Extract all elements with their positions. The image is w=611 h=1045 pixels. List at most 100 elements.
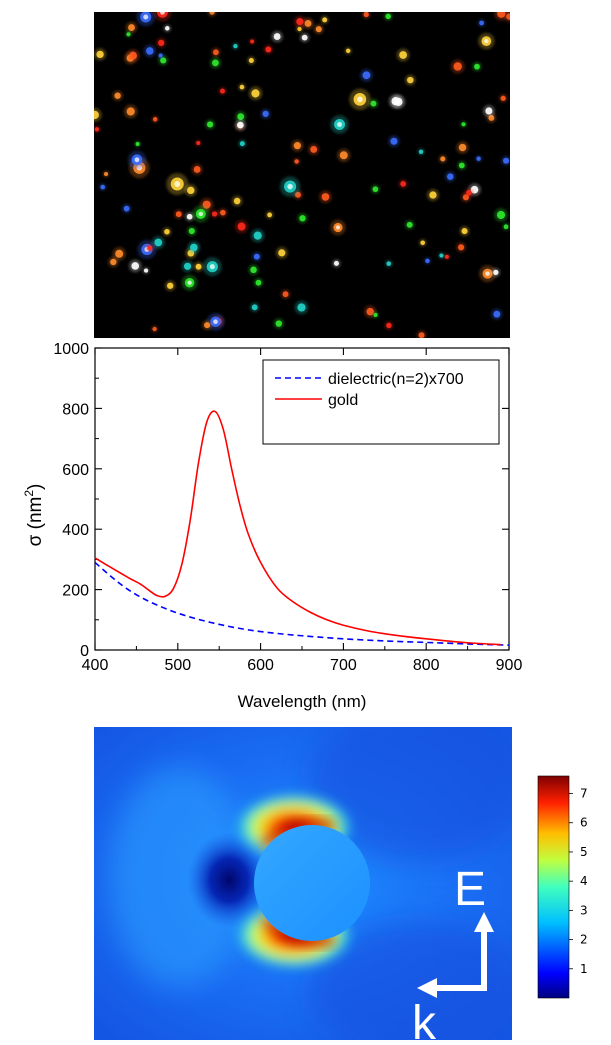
particle xyxy=(294,159,299,164)
particle xyxy=(237,113,245,120)
particle-core xyxy=(174,181,181,187)
particle xyxy=(282,291,289,298)
particle xyxy=(135,141,140,147)
near-field-heatmap: E k xyxy=(94,727,512,1040)
particle xyxy=(96,50,104,59)
particle xyxy=(253,231,262,240)
y-axis-label-close: ) xyxy=(25,484,46,490)
particle xyxy=(255,279,262,286)
legend-box xyxy=(262,359,500,445)
colorbar: 1 2 3 4 5 6 7 xyxy=(537,775,588,999)
nanoparticle-sphere xyxy=(254,825,370,941)
darkfield-image xyxy=(94,12,510,338)
particle xyxy=(233,197,241,205)
legend-label-gold: gold xyxy=(328,392,358,409)
colorbar-tick-label: 1 xyxy=(580,962,588,976)
particle xyxy=(239,84,245,90)
particle xyxy=(420,240,426,246)
particle xyxy=(297,26,302,32)
particle xyxy=(476,156,481,161)
particle xyxy=(296,18,304,26)
particle xyxy=(251,89,260,98)
particle xyxy=(503,224,509,230)
particle xyxy=(94,110,99,120)
colorbar-gradient xyxy=(537,775,570,999)
particle-core xyxy=(160,12,165,15)
heatmap-dark-region-top xyxy=(309,727,512,862)
series-line-gold xyxy=(94,410,501,646)
particle xyxy=(297,303,306,312)
particle xyxy=(458,162,465,169)
series-line-dielectric xyxy=(94,561,510,646)
particle xyxy=(204,322,211,329)
particle xyxy=(447,173,454,180)
colorbar-tick-label: 7 xyxy=(580,787,588,801)
particle xyxy=(175,211,182,218)
particle xyxy=(143,268,149,273)
particle xyxy=(493,269,499,276)
particle xyxy=(493,310,501,318)
y-tick-label: 600 xyxy=(62,462,89,479)
particle xyxy=(345,48,351,54)
particle xyxy=(220,209,226,216)
particle xyxy=(157,12,168,18)
particle xyxy=(206,121,214,128)
particle xyxy=(385,13,391,20)
k-vector-arrow-head-icon xyxy=(417,978,437,998)
y-tick-label: 400 xyxy=(62,522,89,539)
particle xyxy=(466,189,472,196)
particle xyxy=(425,258,430,264)
x-tick-label: 800 xyxy=(413,657,440,674)
x-tick-label: 600 xyxy=(247,657,274,674)
particle xyxy=(322,17,328,23)
particle xyxy=(233,44,238,49)
x-tick-label: 500 xyxy=(164,657,191,674)
particle xyxy=(262,110,269,117)
particle xyxy=(146,47,154,55)
particle xyxy=(183,262,192,270)
particle xyxy=(212,49,219,56)
particle xyxy=(265,46,272,53)
particle xyxy=(160,57,167,64)
y-axis-label: σ (nm2) xyxy=(22,484,46,547)
particle xyxy=(391,97,400,106)
particle xyxy=(129,51,137,60)
particle xyxy=(250,39,255,44)
e-field-arrow-head-icon xyxy=(474,912,494,932)
particle xyxy=(370,100,377,107)
heatmap-dark-region-bottom xyxy=(309,922,512,1040)
particle-core xyxy=(357,96,363,103)
particle xyxy=(461,228,468,235)
particle xyxy=(237,222,246,231)
particle xyxy=(500,95,506,101)
particle xyxy=(236,121,244,129)
particle xyxy=(440,156,446,162)
particle xyxy=(273,33,281,41)
particle xyxy=(195,263,202,270)
particle xyxy=(418,149,424,154)
particle xyxy=(209,12,215,15)
particle xyxy=(253,253,260,260)
particle xyxy=(386,261,392,266)
particle xyxy=(321,193,330,201)
particle xyxy=(299,215,306,222)
particle xyxy=(496,210,506,220)
particle xyxy=(164,228,170,235)
particle-core xyxy=(484,38,489,44)
particle xyxy=(187,186,195,195)
particle-core xyxy=(134,157,140,163)
y-tick-label: 0 xyxy=(80,643,89,660)
x-axis-label: Wavelength (nm) xyxy=(238,692,367,711)
particle xyxy=(293,142,301,150)
particle xyxy=(333,260,339,266)
particle xyxy=(188,227,195,235)
particle-core xyxy=(335,225,341,230)
particle xyxy=(406,221,413,228)
particle xyxy=(373,312,378,318)
colorbar-tick-label: 5 xyxy=(580,845,588,859)
particle xyxy=(94,127,100,132)
particle xyxy=(278,249,286,257)
y-tick-label: 800 xyxy=(62,401,89,418)
particle xyxy=(167,282,174,289)
particle-core xyxy=(198,211,204,217)
